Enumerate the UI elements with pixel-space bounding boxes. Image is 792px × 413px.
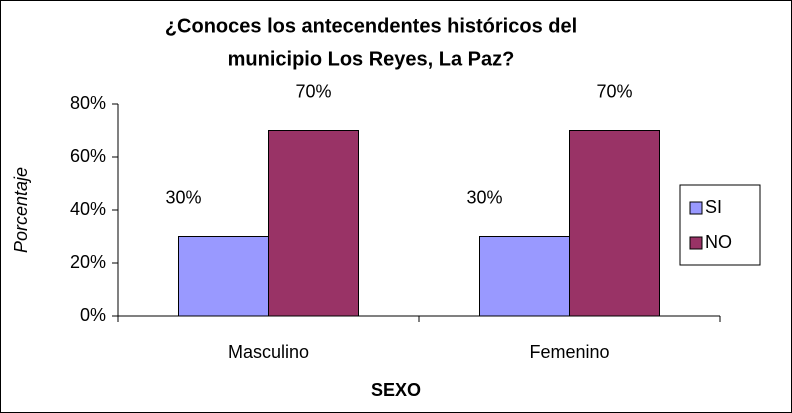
bar	[569, 130, 660, 317]
value-label: 70%	[295, 81, 331, 101]
bar	[268, 130, 359, 317]
legend-label: NO	[705, 232, 732, 252]
y-tick-label: 20%	[70, 252, 106, 272]
bar	[178, 236, 269, 317]
legend-label: SI	[705, 197, 722, 217]
y-axis-label: Porcentaje	[11, 167, 31, 253]
value-label: 30%	[466, 187, 502, 207]
legend-swatch	[689, 236, 703, 250]
chart-title: ¿Conoces los antecendentes históricos de…	[165, 15, 577, 37]
legend-swatch	[689, 201, 703, 215]
y-tick-label: 0%	[80, 305, 106, 325]
x-tick-label: Femenino	[529, 342, 609, 362]
y-tick-label: 40%	[70, 199, 106, 219]
value-label: 70%	[596, 81, 632, 101]
x-axis-label: SEXO	[371, 380, 421, 400]
y-tick-label: 60%	[70, 146, 106, 166]
bar	[479, 236, 570, 317]
legend-box	[679, 184, 761, 266]
x-tick-label: Masculino	[228, 342, 309, 362]
y-tick-label: 80%	[70, 93, 106, 113]
value-label: 30%	[165, 187, 201, 207]
chart-title: municipio Los Reyes, La Paz?	[228, 48, 515, 70]
